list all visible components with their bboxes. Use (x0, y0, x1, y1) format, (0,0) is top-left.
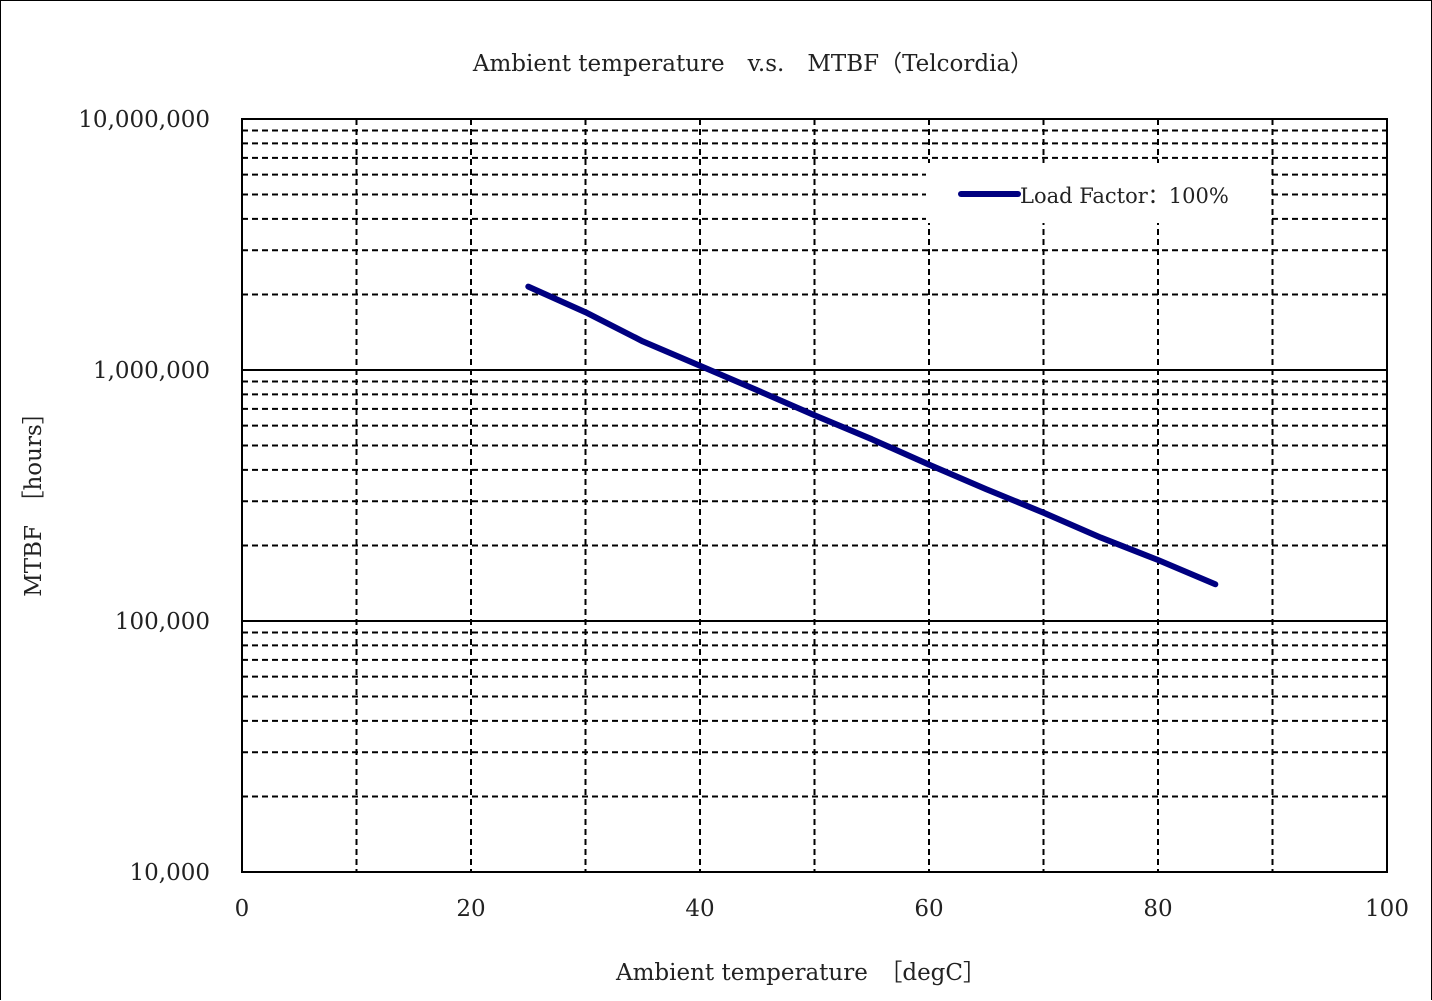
x-tick-label: 60 (914, 896, 943, 922)
y-tick-label: 100,000 (115, 609, 210, 635)
x-tick-label: 80 (1143, 896, 1172, 922)
x-axis-label: Ambient temperature ［degC］ (615, 960, 986, 986)
legend-label: Load Factor：100% (1020, 184, 1229, 208)
x-tick-label: 20 (456, 896, 485, 922)
x-tick-label: 40 (685, 896, 714, 922)
series-layer (525, 283, 1219, 588)
series-line (525, 283, 1219, 588)
y-tick-label: 1,000,000 (93, 358, 210, 384)
plot-area (241, 118, 1388, 873)
y-tick-label: 10,000 (130, 860, 210, 886)
x-axis-ticks: 0 20 40 60 80 100 (235, 896, 1409, 922)
legend: Load Factor：100% (926, 163, 1271, 223)
chart-title: Ambient temperature v.s. MTBF（Telcordia） (472, 51, 1033, 77)
y-axis-ticks: 10,000 100,000 1,000,000 10,000,000 (78, 107, 210, 886)
x-tick-label: 0 (235, 896, 250, 922)
x-tick-label: 100 (1365, 896, 1409, 922)
grid (242, 119, 1387, 872)
y-tick-label: 10,000,000 (78, 107, 210, 133)
y-axis-label: MTBF ［hours］ (21, 401, 47, 597)
